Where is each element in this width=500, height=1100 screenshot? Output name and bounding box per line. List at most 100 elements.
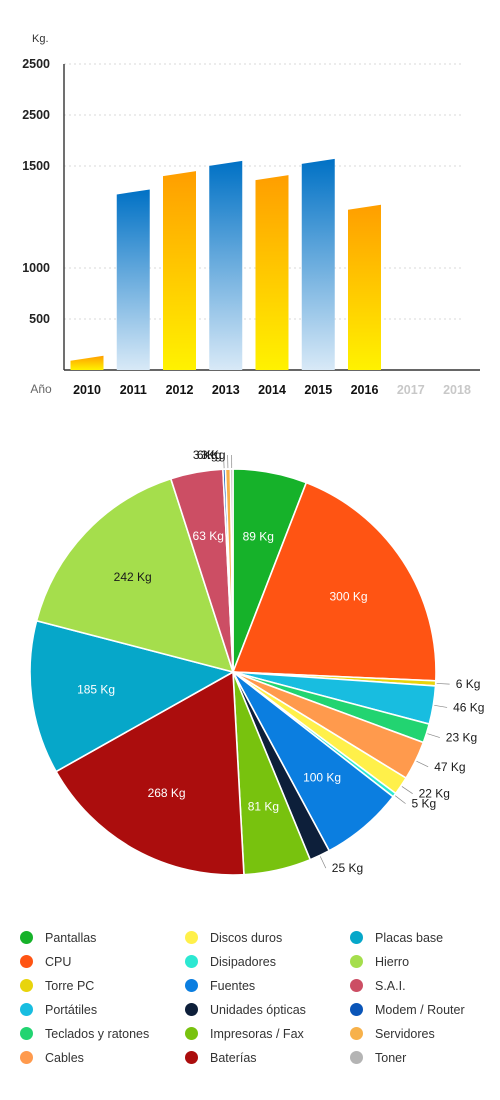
legend-label: Teclados y ratones	[45, 1026, 150, 1041]
legend-label: Modem / Router	[375, 1002, 465, 1017]
legend-swatch	[20, 1051, 33, 1064]
legend-label: Discos duros	[210, 930, 283, 945]
legend-item: Impresoras / Fax	[185, 1024, 350, 1043]
legend-item: Servidores	[350, 1024, 490, 1043]
x-tick-label: 2017	[397, 383, 425, 397]
leader-line	[401, 786, 413, 795]
leader-line	[394, 795, 406, 804]
y-tick-label: 1500	[22, 159, 50, 173]
x-tick-label: 2010	[73, 383, 101, 397]
leader-line	[436, 683, 450, 685]
x-tick-label: 2018	[443, 383, 471, 397]
legend-item: Portátiles	[20, 1000, 185, 1019]
legend-item: Modem / Router	[350, 1000, 490, 1019]
bar-2016	[348, 204, 381, 370]
legend-label: Fuentes	[210, 978, 256, 993]
legend-label: Toner	[375, 1050, 407, 1065]
legend-label: Baterías	[210, 1050, 257, 1065]
legend-swatch	[350, 979, 363, 992]
slice-value-label: 89 Kg	[243, 529, 274, 543]
slice-value-label: 3 Kg	[193, 448, 218, 462]
pie-slice-placas-base	[29, 619, 236, 773]
legend-label: Pantallas	[45, 930, 97, 945]
slice-value-label: 100 Kg	[303, 771, 341, 785]
legend-label: Unidades ópticas	[210, 1002, 306, 1017]
legend-label: Servidores	[375, 1026, 435, 1041]
slice-value-label: 22 Kg	[419, 787, 450, 801]
legend-swatch	[185, 955, 198, 968]
legend-item: Placas base	[350, 928, 490, 947]
legend-swatch	[20, 1003, 33, 1016]
legend-swatch	[185, 1027, 198, 1040]
slice-value-label: 6 Kg	[456, 677, 481, 691]
pie-slice-bater-as	[54, 670, 245, 876]
slice-value-label: 25 Kg	[332, 861, 363, 875]
legend-swatch	[350, 1003, 363, 1016]
slice-value-label: 47 Kg	[434, 760, 465, 774]
legend-label: S.A.I.	[375, 978, 406, 993]
legend-item: Torre PC	[20, 976, 185, 995]
legend-item: Fuentes	[185, 976, 350, 995]
pie-slice-toner	[229, 468, 234, 673]
leader-line	[427, 733, 440, 738]
legend-label: Placas base	[375, 930, 444, 945]
y-tick-label: 2500	[22, 108, 50, 122]
legend-swatch	[20, 1027, 33, 1040]
x-tick-label: 2014	[258, 383, 286, 397]
legend-swatch	[20, 955, 33, 968]
x-tick-label: 2012	[166, 383, 194, 397]
x-tick-label: 2016	[351, 383, 379, 397]
legend-label: Torre PC	[45, 978, 95, 993]
legend-item: Hierro	[350, 952, 490, 971]
legend-item: CPU	[20, 952, 185, 971]
legend-label: CPU	[45, 954, 72, 969]
slice-value-label: 5 Kg	[412, 797, 437, 811]
bar-2015	[301, 158, 335, 370]
legend-swatch	[185, 931, 198, 944]
legend-item: Unidades ópticas	[185, 1000, 350, 1019]
bar-2013	[209, 160, 243, 370]
leader-line	[434, 704, 448, 708]
bar-2011	[116, 189, 150, 370]
legend-item: Discos duros	[185, 928, 350, 947]
slice-value-label: 63 Kg	[193, 529, 224, 543]
x-tick-label: 2015	[304, 383, 332, 397]
legend-item: Toner	[350, 1048, 490, 1067]
legend-swatch	[350, 1027, 363, 1040]
slice-value-label: 81 Kg	[248, 800, 279, 814]
leader-line	[416, 760, 429, 768]
legend-swatch	[20, 979, 33, 992]
x-axis-label: Año	[30, 382, 52, 396]
slice-value-label: 6 Kg	[197, 448, 222, 462]
legend-label: Cables	[45, 1050, 84, 1065]
legend-item: Disipadores	[185, 952, 350, 971]
leader-line	[223, 455, 225, 469]
legend-item: S.A.I.	[350, 976, 490, 995]
slice-value-label: 23 Kg	[446, 731, 477, 745]
leader-line	[319, 856, 327, 869]
legend-swatch	[350, 931, 363, 944]
legend-swatch	[185, 1051, 198, 1064]
legend-label: Impresoras / Fax	[210, 1026, 304, 1041]
bar-chart: Kg. 2500 2500 1500 1000 500 Año 2010 2011 2012 201…	[22, 33, 480, 397]
y-tick-label: 2500	[22, 57, 50, 71]
y-tick-label: 500	[29, 312, 50, 326]
legend-item: Baterías	[185, 1048, 350, 1067]
y-tick-label: 1000	[22, 261, 50, 275]
slice-value-label: 268 Kg	[148, 786, 186, 800]
legend-swatch	[185, 1003, 198, 1016]
x-tick-label: 2013	[212, 383, 240, 397]
legend-label: Portátiles	[45, 1002, 98, 1017]
legend-item: Pantallas	[20, 928, 185, 947]
slice-value-label: 46 Kg	[453, 700, 484, 714]
bar-2014	[255, 175, 289, 370]
slice-value-label: 242 Kg	[114, 570, 152, 584]
pie-chart: 89 Kg 300 Kg 6 Kg 46 Kg 23 Kg 47 Kg 22 Kg5 Kg 1…	[29, 448, 484, 876]
legend-swatch	[350, 955, 363, 968]
slice-value-label: 300 Kg	[329, 590, 367, 604]
bar-2010	[70, 355, 104, 370]
y-axis-label: Kg.	[32, 33, 49, 45]
legend-swatch	[185, 979, 198, 992]
bar-2012	[163, 171, 196, 370]
